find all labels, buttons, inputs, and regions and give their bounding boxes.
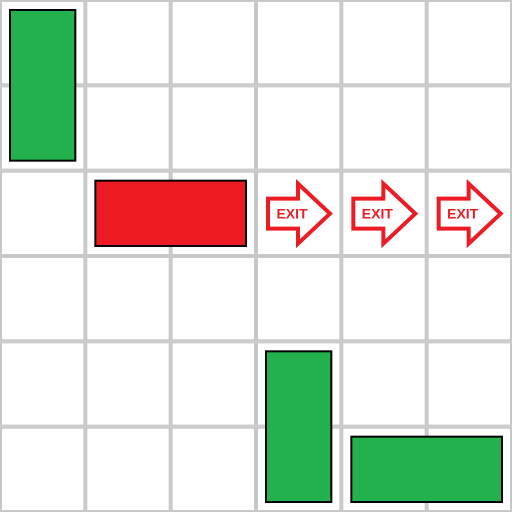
- grid-cell[interactable]: [170, 85, 257, 171]
- grid-cell[interactable]: [341, 256, 427, 342]
- target-block[interactable]: [94, 179, 248, 248]
- grid-cell[interactable]: [0, 341, 86, 427]
- exit-marker: EXIT: [266, 179, 333, 249]
- grid-cell[interactable]: [85, 85, 171, 171]
- grid-cell[interactable]: [426, 256, 512, 342]
- exit-label: EXIT: [362, 206, 394, 222]
- grid-cell[interactable]: [341, 170, 427, 257]
- grid-cell[interactable]: [85, 256, 171, 342]
- grid-cell[interactable]: [0, 426, 86, 512]
- grid-cell[interactable]: [170, 426, 257, 512]
- grid-cell[interactable]: [85, 341, 171, 427]
- grid-cell[interactable]: [426, 0, 512, 86]
- grid-cell[interactable]: [0, 256, 86, 342]
- blocker-block[interactable]: [350, 435, 504, 503]
- grid-cell[interactable]: [85, 0, 171, 86]
- grid-cell[interactable]: [0, 170, 86, 257]
- blocker-block[interactable]: [265, 350, 333, 504]
- exit-label: EXIT: [447, 206, 479, 222]
- exit-marker: EXIT: [351, 179, 419, 249]
- grid-cell[interactable]: [341, 341, 427, 427]
- block-layer: [9, 9, 504, 504]
- exit-marker: EXIT: [436, 179, 504, 249]
- grid-cell[interactable]: [85, 426, 171, 512]
- right-arrow-icon: [266, 179, 333, 249]
- grid-cell[interactable]: [426, 85, 512, 171]
- right-arrow-icon: [436, 179, 504, 249]
- grid-cell[interactable]: [170, 0, 257, 86]
- grid-cell[interactable]: [170, 256, 257, 342]
- grid-cell[interactable]: [426, 341, 512, 427]
- grid-cell[interactable]: [426, 170, 512, 257]
- grid-cell[interactable]: [256, 0, 342, 86]
- grid-cell[interactable]: [256, 85, 342, 171]
- right-arrow-icon: [351, 179, 419, 249]
- grid-cell[interactable]: [341, 0, 427, 86]
- grid-cell[interactable]: [256, 256, 342, 342]
- grid-cell[interactable]: [341, 85, 427, 171]
- exit-path: EXIT EXIT EXIT: [266, 179, 504, 249]
- blocker-block[interactable]: [9, 9, 77, 162]
- grid-cell[interactable]: [170, 341, 257, 427]
- exit-label: EXIT: [276, 206, 308, 222]
- grid-cell[interactable]: [256, 170, 342, 257]
